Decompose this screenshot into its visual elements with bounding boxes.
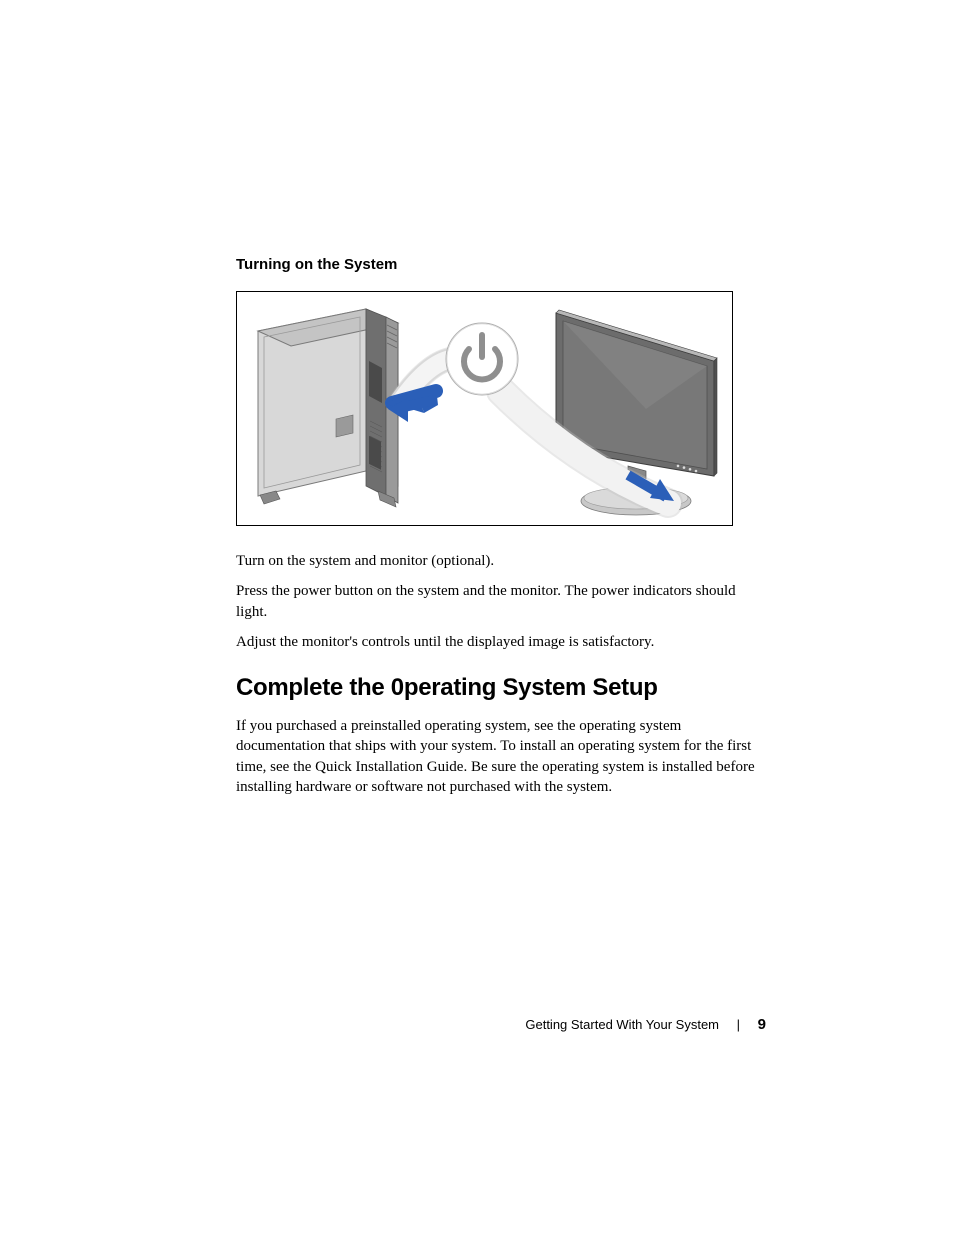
- footer-separator: |: [737, 1017, 740, 1032]
- paragraph-2: Press the power button on the system and…: [236, 581, 766, 622]
- page-footer: Getting Started With Your System | 9: [236, 1016, 766, 1033]
- system-monitor-illustration: [236, 291, 733, 526]
- running-head: Getting Started With Your System: [525, 1017, 719, 1032]
- paragraph-3: Adjust the monitor's controls until the …: [236, 632, 766, 652]
- paragraph-os-setup: If you purchased a preinstalled operatin…: [236, 716, 766, 797]
- heading-complete-os-setup: Complete the 0perating System Setup: [236, 674, 766, 702]
- page-number: 9: [758, 1016, 766, 1033]
- paragraph-1: Turn on the system and monitor (optional…: [236, 551, 766, 571]
- page-content: Turning on the System: [236, 256, 766, 807]
- subheading-turning-on: Turning on the System: [236, 256, 766, 273]
- figure-turning-on: [236, 291, 766, 531]
